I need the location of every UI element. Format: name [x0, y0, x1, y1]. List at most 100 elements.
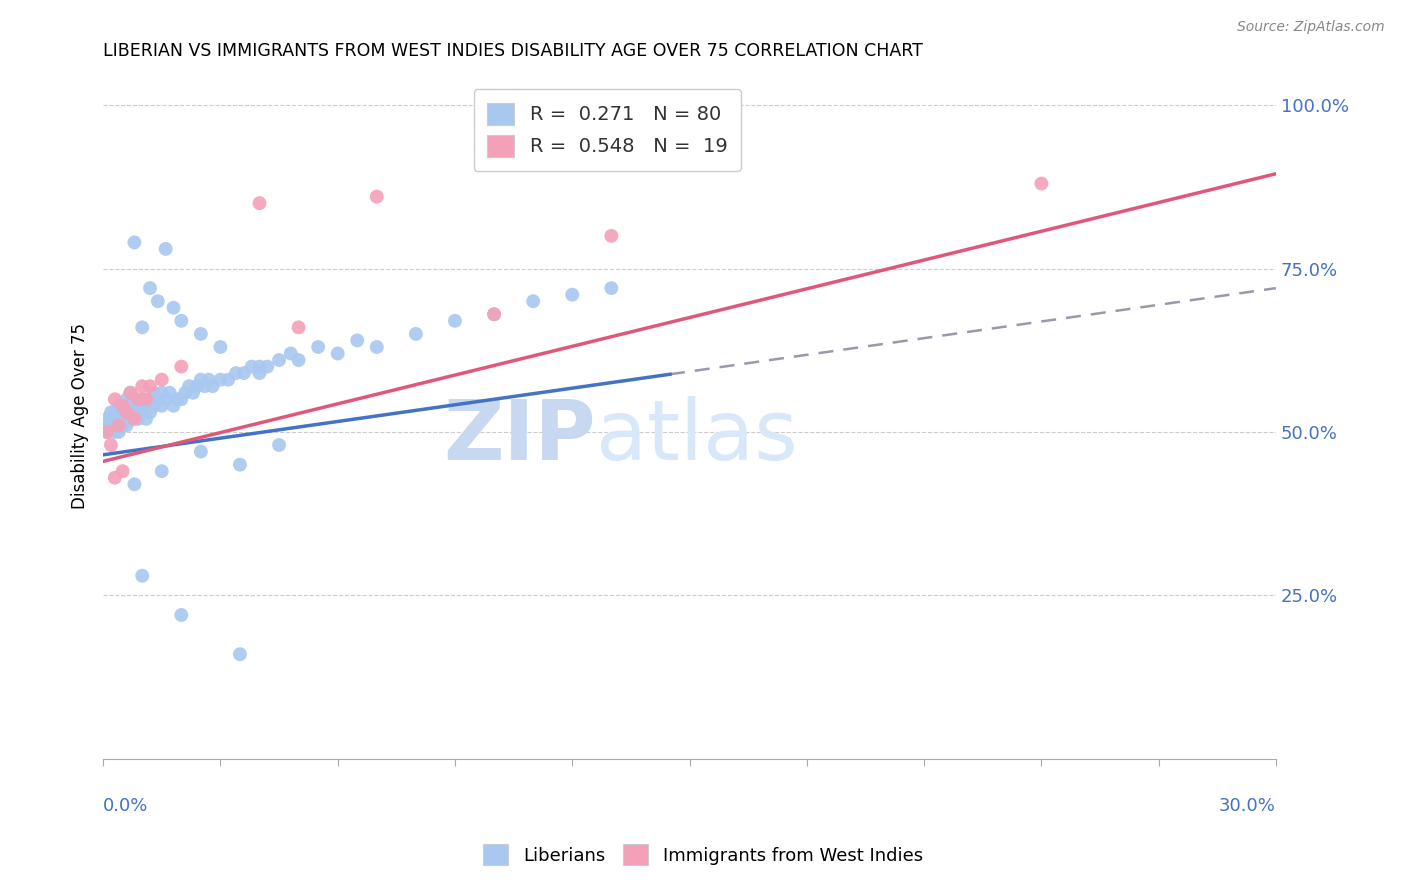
Point	[124, 477, 146, 491]
Point	[104, 412, 127, 426]
Point	[120, 385, 142, 400]
Text: 30.0%: 30.0%	[1219, 797, 1277, 814]
Point	[104, 392, 127, 407]
Legend: Liberians, Immigrants from West Indies: Liberians, Immigrants from West Indies	[475, 837, 931, 872]
Point	[127, 412, 149, 426]
Point	[111, 399, 134, 413]
Point	[100, 418, 122, 433]
Point	[229, 647, 252, 661]
Point	[100, 405, 122, 419]
Point	[124, 392, 146, 407]
Point	[150, 399, 173, 413]
Point	[146, 294, 169, 309]
Point	[150, 464, 173, 478]
Point	[232, 366, 254, 380]
Point	[482, 307, 505, 321]
Point	[174, 385, 197, 400]
Point	[150, 373, 173, 387]
Point	[1031, 177, 1053, 191]
Point	[131, 392, 153, 407]
Point	[135, 392, 157, 407]
Point	[307, 340, 329, 354]
Point	[127, 392, 149, 407]
Point	[100, 438, 122, 452]
Point	[225, 366, 247, 380]
Point	[155, 392, 177, 407]
Point	[131, 568, 153, 582]
Point	[124, 235, 146, 250]
Point	[561, 287, 583, 301]
Point	[135, 412, 157, 426]
Point	[131, 379, 153, 393]
Point	[287, 353, 309, 368]
Point	[186, 379, 208, 393]
Point	[201, 379, 224, 393]
Point	[267, 353, 290, 368]
Point	[197, 373, 219, 387]
Point	[229, 458, 252, 472]
Point	[166, 392, 188, 407]
Y-axis label: Disability Age Over 75: Disability Age Over 75	[72, 323, 89, 508]
Point	[444, 314, 467, 328]
Point	[104, 425, 127, 439]
Point	[142, 385, 165, 400]
Point	[107, 412, 129, 426]
Point	[139, 405, 162, 419]
Point	[111, 412, 134, 426]
Point	[139, 281, 162, 295]
Point	[96, 425, 118, 439]
Point	[190, 444, 212, 458]
Point	[124, 405, 146, 419]
Point	[346, 334, 368, 348]
Point	[135, 399, 157, 413]
Point	[127, 399, 149, 413]
Point	[111, 405, 134, 419]
Point	[179, 379, 201, 393]
Point	[170, 392, 193, 407]
Point	[249, 196, 271, 211]
Point	[96, 418, 118, 433]
Point	[287, 320, 309, 334]
Point	[190, 373, 212, 387]
Text: LIBERIAN VS IMMIGRANTS FROM WEST INDIES DISABILITY AGE OVER 75 CORRELATION CHART: LIBERIAN VS IMMIGRANTS FROM WEST INDIES …	[103, 42, 922, 60]
Point	[256, 359, 278, 374]
Point	[190, 326, 212, 341]
Point	[111, 464, 134, 478]
Point	[111, 418, 134, 433]
Point	[120, 399, 142, 413]
Point	[194, 379, 217, 393]
Point	[96, 425, 118, 439]
Point	[249, 366, 271, 380]
Point	[100, 412, 122, 426]
Point	[115, 405, 138, 419]
Point	[107, 425, 129, 439]
Point	[120, 385, 142, 400]
Point	[249, 359, 271, 374]
Text: Source: ZipAtlas.com: Source: ZipAtlas.com	[1237, 20, 1385, 34]
Point	[104, 405, 127, 419]
Point	[124, 412, 146, 426]
Point	[131, 405, 153, 419]
Point	[600, 281, 623, 295]
Text: atlas: atlas	[596, 396, 797, 476]
Point	[267, 438, 290, 452]
Point	[107, 418, 129, 433]
Point	[522, 294, 544, 309]
Point	[120, 412, 142, 426]
Point	[162, 399, 184, 413]
Point	[366, 189, 388, 203]
Point	[600, 228, 623, 243]
Point	[131, 320, 153, 334]
Point	[115, 405, 138, 419]
Point	[104, 418, 127, 433]
Point	[170, 314, 193, 328]
Point	[240, 359, 263, 374]
Point	[107, 399, 129, 413]
Point	[115, 392, 138, 407]
Point	[217, 373, 239, 387]
Point	[209, 373, 232, 387]
Point	[155, 242, 177, 256]
Text: 0.0%: 0.0%	[103, 797, 149, 814]
Point	[96, 412, 118, 426]
Point	[482, 307, 505, 321]
